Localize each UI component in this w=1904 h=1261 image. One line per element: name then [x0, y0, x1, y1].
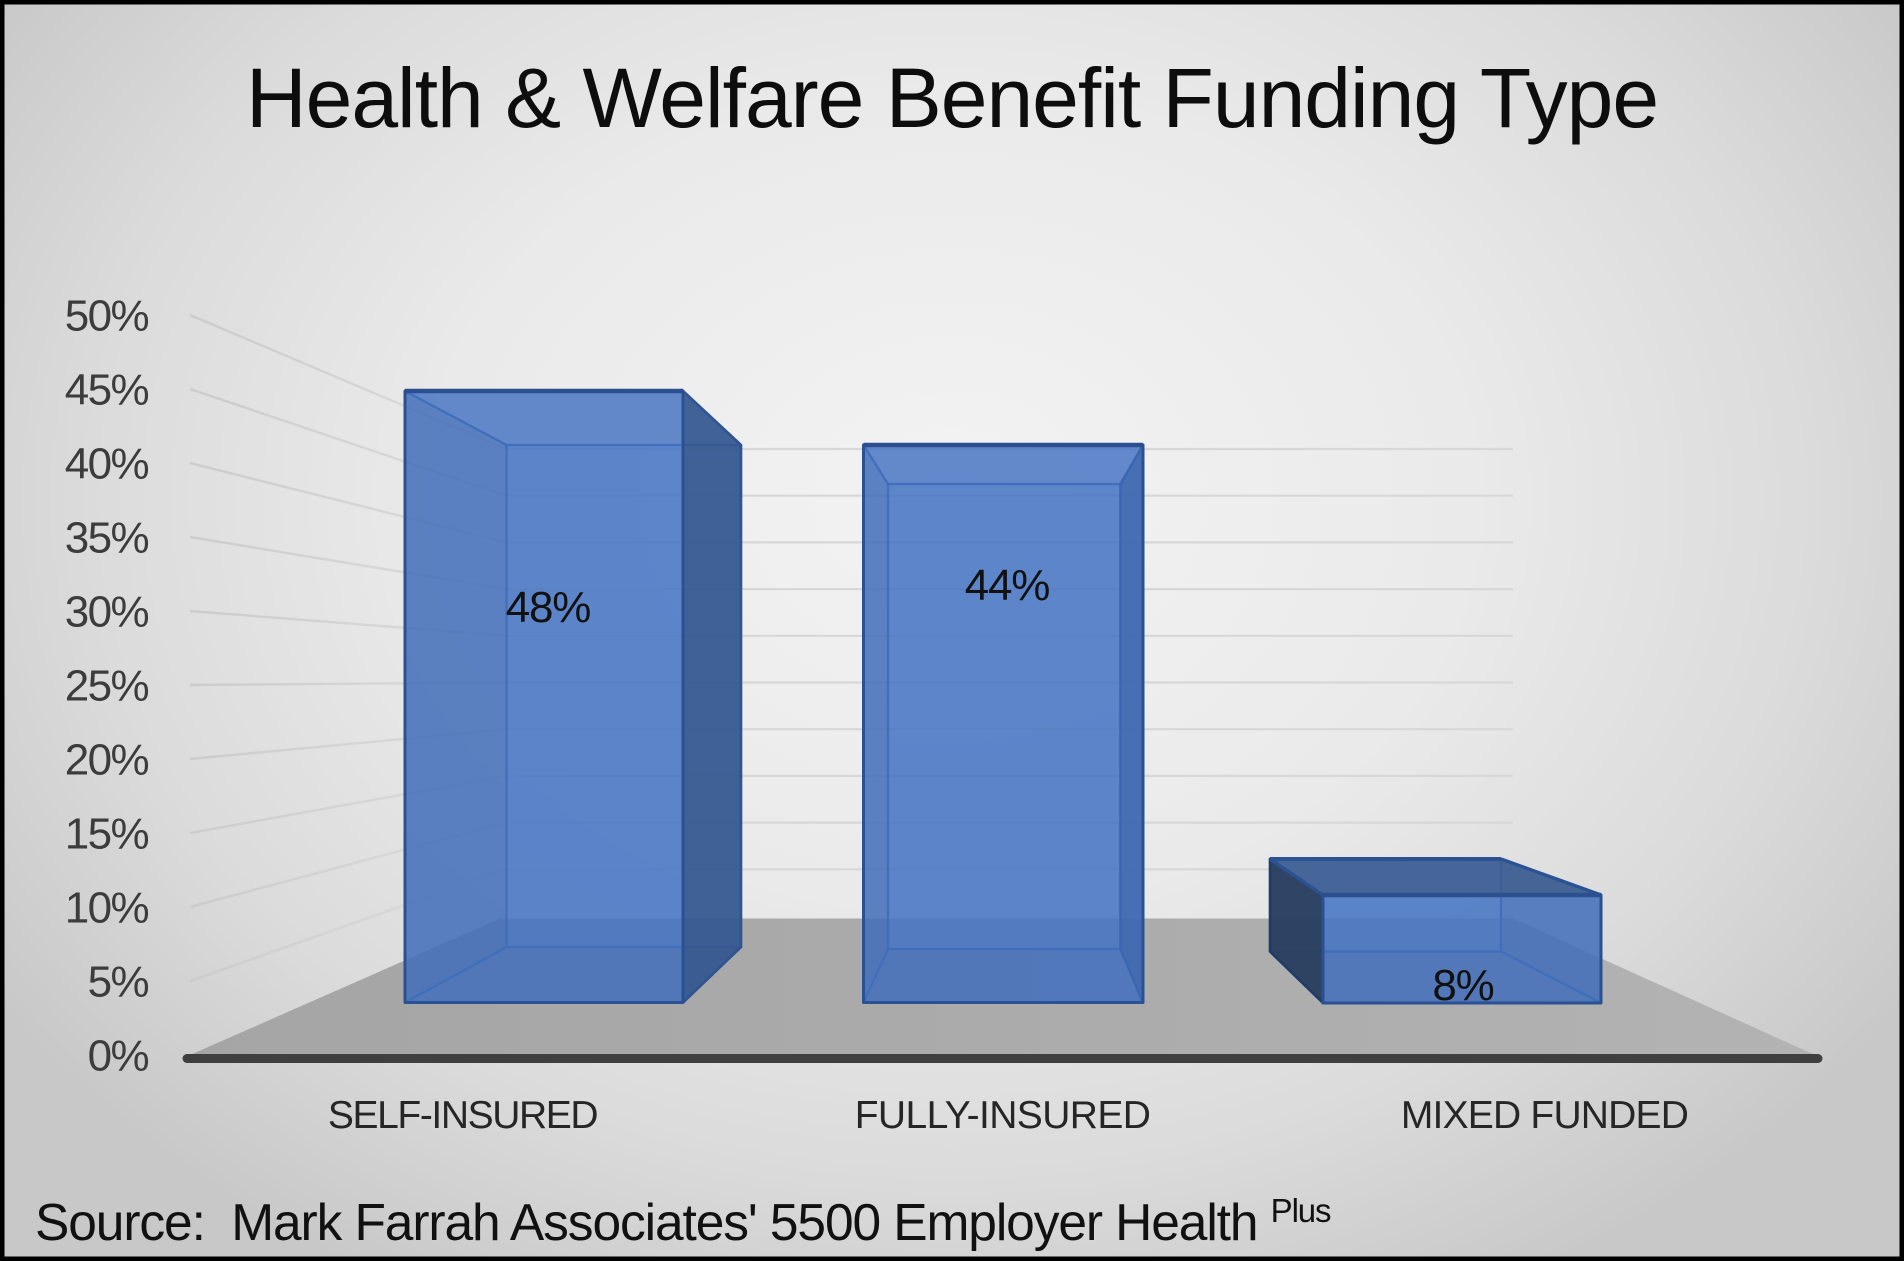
svg-text:8%: 8% — [1432, 961, 1493, 1010]
svg-text:15%: 15% — [65, 810, 149, 859]
svg-text:Source: Mark Farrah Associate: Source: Mark Farrah Associates' 5500 Emp… — [35, 1192, 1331, 1251]
svg-text:Health & Welfare Benefit Fundi: Health & Welfare Benefit Funding Type — [246, 51, 1658, 145]
svg-text:5%: 5% — [88, 958, 149, 1007]
svg-text:50%: 50% — [65, 292, 149, 341]
svg-text:MIXED FUNDED: MIXED FUNDED — [1401, 1094, 1688, 1137]
svg-text:20%: 20% — [65, 736, 149, 785]
svg-text:30%: 30% — [65, 588, 149, 637]
svg-text:45%: 45% — [65, 366, 149, 415]
svg-text:FULLY-INSURED: FULLY-INSURED — [855, 1094, 1151, 1137]
svg-text:25%: 25% — [65, 662, 149, 711]
svg-text:SELF-INSURED: SELF-INSURED — [328, 1094, 597, 1137]
svg-text:10%: 10% — [65, 884, 149, 933]
svg-text:35%: 35% — [65, 514, 149, 563]
svg-text:48%: 48% — [506, 583, 591, 632]
svg-text:0%: 0% — [88, 1032, 149, 1081]
svg-text:44%: 44% — [965, 561, 1050, 610]
svg-text:40%: 40% — [65, 440, 149, 489]
